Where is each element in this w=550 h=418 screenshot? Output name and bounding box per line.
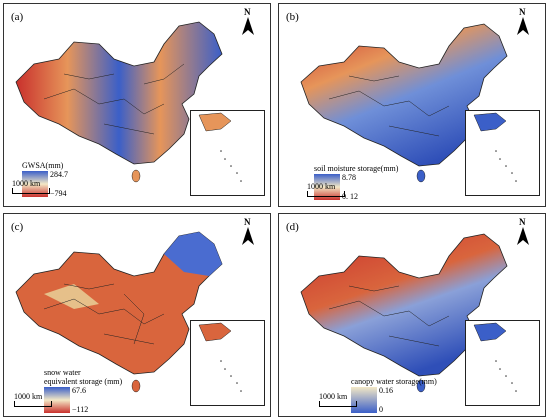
china-map-canopy-water bbox=[300, 233, 508, 393]
north-arrow-icon: N bbox=[515, 217, 531, 245]
north-arrow-icon: N bbox=[515, 7, 531, 35]
legend-max: 67.6 bbox=[72, 386, 86, 395]
china-map-snow-water bbox=[15, 231, 223, 393]
legend-title-line-2: equivalent storage (mm) bbox=[44, 377, 123, 386]
map-panel-c: (c) N snow water equivalent storage (mm)… bbox=[3, 213, 271, 417]
scale-label: 1000 km bbox=[14, 392, 43, 401]
south-china-sea-inset bbox=[190, 320, 265, 406]
north-label: N bbox=[519, 7, 526, 17]
legend: canopy water storage(mm) 0.16 0 bbox=[351, 377, 437, 414]
legend: GWSA(mm) 284.7 −794 bbox=[22, 161, 68, 198]
legend-colorbar bbox=[22, 171, 48, 197]
legend-title: soil moisture storage(mm) bbox=[314, 164, 399, 173]
panel-label: (a) bbox=[11, 11, 24, 23]
legend-title: canopy water storage(mm) bbox=[351, 377, 437, 386]
legend-min: 0. 12 bbox=[342, 192, 358, 201]
legend-min: 0 bbox=[379, 405, 383, 414]
north-arrow-icon: N bbox=[240, 217, 256, 245]
china-outline bbox=[15, 21, 223, 165]
north-label: N bbox=[519, 217, 526, 227]
north-label: N bbox=[244, 7, 251, 17]
legend-colorbar bbox=[44, 387, 70, 413]
legend-colorbar bbox=[351, 387, 377, 413]
china-map-gwsa bbox=[15, 21, 223, 183]
north-label: N bbox=[244, 217, 251, 227]
legend-colorbar bbox=[314, 174, 340, 200]
legend-min: −112 bbox=[72, 405, 89, 414]
china-map-soil-moisture bbox=[300, 23, 508, 183]
legend-max: 284.7 bbox=[50, 170, 68, 179]
china-outline bbox=[300, 233, 508, 377]
legend: soil moisture storage(mm) 8.78 0. 12 bbox=[314, 164, 398, 201]
scale-label: 1000 km bbox=[319, 392, 348, 401]
scale-bar: 1000 km bbox=[307, 182, 345, 197]
china-outline bbox=[15, 231, 223, 375]
map-panel-b: (b) N soil moisture storage(mm) 8.78 0. … bbox=[278, 3, 546, 207]
legend-max: 8.78 bbox=[342, 173, 356, 182]
legend-title: snow water bbox=[44, 368, 81, 377]
panel-label: (c) bbox=[11, 221, 24, 233]
legend: snow water equivalent storage (mm) 67.6 … bbox=[44, 368, 122, 414]
panel-label: (d) bbox=[286, 221, 299, 233]
panel-label: (b) bbox=[286, 11, 299, 23]
scale-label: 1000 km bbox=[12, 179, 41, 188]
map-panel-a: (a) N GWSA(mm) 284.7 −794 1000 km bbox=[3, 3, 271, 207]
north-arrow-icon: N bbox=[240, 7, 256, 35]
scale-label: 1000 km bbox=[307, 182, 336, 191]
south-china-sea-inset bbox=[190, 110, 265, 196]
legend-max: 0.16 bbox=[379, 386, 393, 395]
legend-title: GWSA(mm) bbox=[22, 161, 64, 170]
scale-bar: 1000 km bbox=[14, 392, 52, 407]
scale-bar: 1000 km bbox=[12, 179, 50, 194]
map-panel-d: (d) N canopy water storage(mm) 0.16 0 10… bbox=[278, 213, 546, 417]
legend-min: −794 bbox=[50, 189, 67, 198]
scale-bar: 1000 km bbox=[319, 392, 357, 407]
south-china-sea-inset bbox=[465, 320, 540, 406]
south-china-sea-inset bbox=[465, 110, 540, 196]
china-outline bbox=[300, 23, 508, 167]
